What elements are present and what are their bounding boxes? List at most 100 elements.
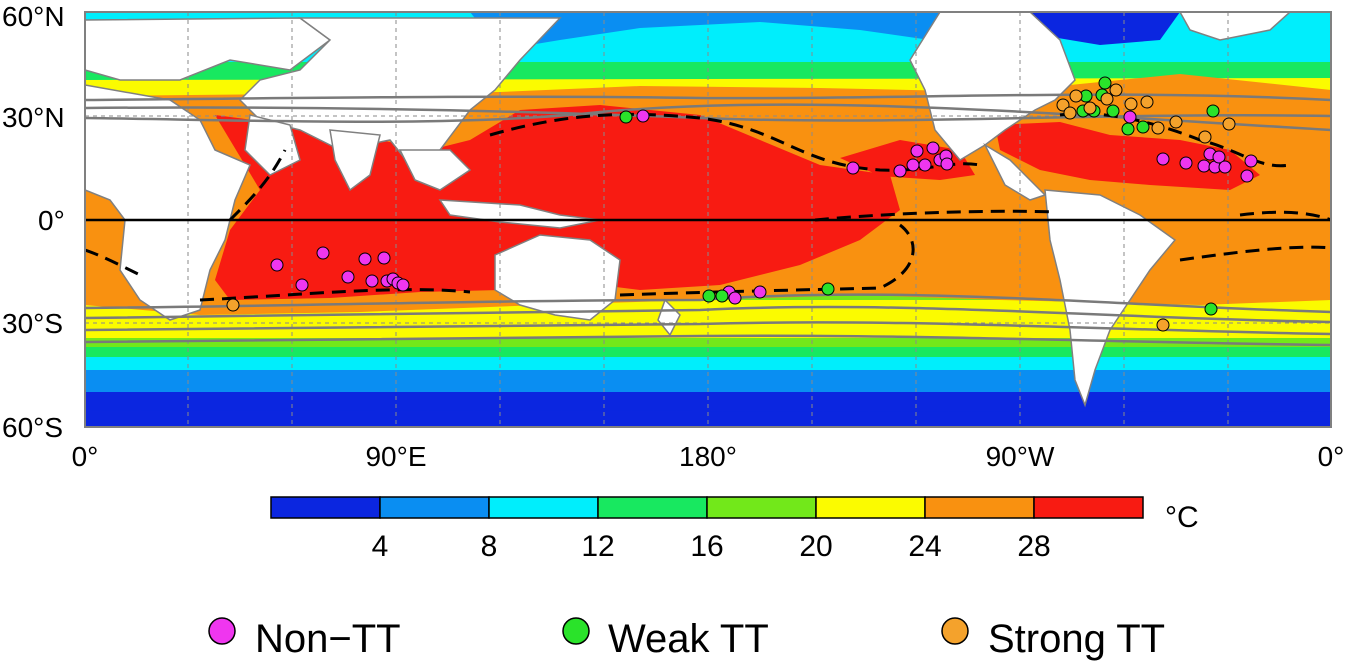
weak-tt-point bbox=[821, 282, 835, 296]
legend: Non−TT Weak TT Strong TT bbox=[208, 617, 1165, 661]
lat-label-30s: 30°S bbox=[2, 308, 63, 339]
cb-tick-16: 16 bbox=[690, 530, 723, 563]
colorbar-swatch bbox=[488, 496, 599, 519]
colorbar-swatch bbox=[706, 496, 817, 519]
strong-tt-point bbox=[1140, 95, 1154, 109]
strong-tt-point bbox=[1169, 115, 1183, 129]
colorbar-swatch bbox=[815, 496, 926, 519]
lon-label-0-right: 0° bbox=[1318, 441, 1345, 472]
non-tt-point bbox=[358, 252, 372, 266]
lon-label-180: 180° bbox=[679, 441, 737, 472]
land-arabia bbox=[244, 114, 301, 176]
land-greenland bbox=[1179, 12, 1292, 41]
strong-tt-point bbox=[1109, 83, 1123, 97]
weak-tt-point bbox=[619, 110, 633, 124]
sst-red-pool-indo-pacific bbox=[215, 105, 900, 300]
weak-tt-point bbox=[702, 289, 716, 303]
non-tt-point bbox=[636, 109, 650, 123]
legend-marker-weak-tt bbox=[562, 617, 590, 645]
lon-label-90w: 90°W bbox=[986, 441, 1055, 472]
non-tt-point bbox=[846, 161, 860, 175]
non-tt-point bbox=[1123, 110, 1137, 124]
cb-tick-12: 12 bbox=[581, 530, 614, 563]
cb-tick-4: 4 bbox=[372, 530, 389, 563]
non-tt-point bbox=[341, 270, 355, 284]
non-tt-point bbox=[906, 158, 920, 172]
strong-tt-point bbox=[226, 298, 240, 312]
strong-tt-point bbox=[1063, 106, 1077, 120]
sst-north-pacific-blue bbox=[470, 12, 940, 50]
strong-tt-point bbox=[1222, 117, 1236, 131]
non-tt-point bbox=[1197, 159, 1211, 173]
strong-tt-point bbox=[1151, 121, 1165, 135]
non-tt-point bbox=[940, 157, 954, 171]
non-tt-point bbox=[1244, 154, 1258, 168]
legend-label-non-tt: Non−TT bbox=[255, 617, 401, 661]
colorbar-unit: °C bbox=[1165, 501, 1199, 534]
weak-tt-point bbox=[1098, 76, 1112, 90]
legend-marker-non-tt bbox=[208, 617, 236, 645]
weak-tt-point bbox=[1106, 104, 1120, 118]
non-tt-point bbox=[893, 164, 907, 178]
non-tt-point bbox=[377, 251, 391, 265]
weak-tt-point bbox=[1136, 120, 1150, 134]
longitude-labels: 0° 90°E 180° 90°W 0° bbox=[72, 441, 1345, 472]
non-tt-point bbox=[910, 144, 924, 158]
lon-label-90e: 90°E bbox=[365, 441, 426, 472]
colorbar-swatch bbox=[597, 496, 708, 519]
non-tt-point bbox=[295, 278, 309, 292]
points-strong-tt bbox=[226, 83, 1236, 332]
cb-tick-24: 24 bbox=[908, 530, 941, 563]
gridlines bbox=[85, 12, 1331, 427]
weak-tt-point bbox=[1204, 302, 1218, 316]
map-frame bbox=[84, 11, 1332, 428]
lon-label-0-left: 0° bbox=[72, 441, 99, 472]
sst-red-pool-east-pacific bbox=[840, 140, 975, 180]
strong-tt-point bbox=[1198, 130, 1212, 144]
points-non-tt bbox=[270, 109, 1258, 305]
grey-contours bbox=[85, 93, 1331, 347]
non-tt-point bbox=[918, 158, 932, 172]
non-tt-point bbox=[1218, 160, 1232, 174]
lat-label-30n: 30°N bbox=[2, 102, 65, 133]
legend-marker-strong-tt bbox=[941, 617, 969, 645]
legend-label-weak-tt: Weak TT bbox=[608, 617, 769, 661]
colorbar: 4 8 12 16 20 24 28 °C bbox=[270, 496, 1199, 563]
weak-tt-point bbox=[1121, 122, 1135, 136]
non-tt-point bbox=[316, 246, 330, 260]
strong-tt-point bbox=[1100, 92, 1114, 106]
non-tt-point bbox=[753, 285, 767, 299]
non-tt-point bbox=[1179, 156, 1193, 170]
non-tt-point bbox=[926, 141, 940, 155]
map-panel bbox=[85, 12, 1331, 427]
colorbar-swatch bbox=[1033, 496, 1144, 519]
colorbar-swatches bbox=[270, 496, 1144, 519]
non-tt-point bbox=[1212, 150, 1226, 164]
lat-label-60n: 60°N bbox=[2, 1, 65, 32]
lat-label-0: 0° bbox=[38, 205, 65, 236]
non-tt-point bbox=[365, 274, 379, 288]
non-tt-point bbox=[1156, 152, 1170, 166]
land-southeast-asia bbox=[398, 149, 472, 191]
cb-tick-20: 20 bbox=[799, 530, 832, 563]
latitude-labels: 60°N 30°N 0° 30°S 60°S bbox=[2, 1, 65, 443]
legend-label-strong-tt: Strong TT bbox=[988, 617, 1165, 661]
points-weak-tt bbox=[619, 76, 1220, 316]
lat-label-60s: 60°S bbox=[2, 412, 63, 443]
colorbar-swatch bbox=[924, 496, 1035, 519]
land-africa bbox=[85, 84, 251, 321]
cb-tick-8: 8 bbox=[481, 530, 498, 563]
non-tt-point bbox=[270, 258, 284, 272]
land-india bbox=[329, 129, 381, 192]
colorbar-swatch bbox=[379, 496, 490, 519]
sst-north-atlantic-blue bbox=[1000, 12, 1180, 45]
strong-tt-point bbox=[1083, 101, 1097, 115]
non-tt-point bbox=[1240, 169, 1254, 183]
weak-tt-point bbox=[1206, 104, 1220, 118]
weak-tt-point bbox=[715, 289, 729, 303]
non-tt-point bbox=[396, 278, 410, 292]
strong-tt-point bbox=[1124, 97, 1138, 111]
land-north-america bbox=[909, 12, 1076, 161]
land-australia bbox=[494, 234, 621, 321]
